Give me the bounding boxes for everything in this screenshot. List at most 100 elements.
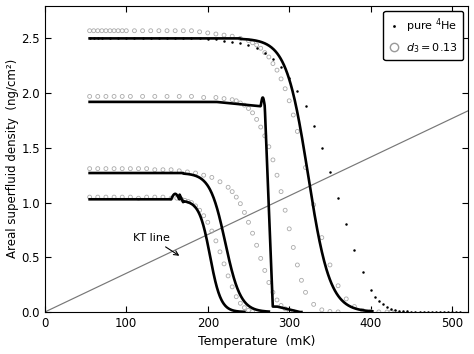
Point [139, 93, 146, 99]
Point [183, 169, 191, 175]
Point [173, 195, 181, 201]
Point [237, 40, 244, 46]
Point [277, 303, 285, 308]
Point [265, 54, 273, 60]
Point [448, 309, 456, 315]
Point [269, 290, 277, 295]
Point [326, 262, 334, 268]
Point [318, 145, 326, 151]
Point [228, 97, 236, 103]
Point [106, 28, 114, 34]
Point [163, 93, 171, 99]
Point [310, 123, 318, 129]
Point [412, 309, 419, 315]
Point [110, 194, 118, 200]
Point [135, 166, 142, 171]
Point [155, 28, 163, 34]
Point [232, 294, 240, 299]
Point [188, 200, 195, 205]
Point [122, 28, 130, 34]
Point [293, 129, 301, 134]
Point [118, 166, 126, 171]
Point [110, 93, 118, 99]
Point [400, 308, 407, 314]
Point [94, 93, 101, 99]
Point [371, 294, 379, 299]
Point [265, 280, 273, 285]
Point [212, 238, 219, 244]
Point [237, 201, 244, 206]
Point [326, 309, 334, 314]
Point [110, 28, 118, 34]
Point [180, 35, 187, 41]
Point [208, 228, 216, 234]
Point [432, 309, 440, 315]
Point [387, 309, 395, 315]
Point [261, 268, 269, 273]
Point [220, 261, 228, 267]
Point [395, 308, 403, 314]
Point [273, 67, 281, 73]
Point [334, 309, 342, 315]
Point [428, 309, 436, 315]
Point [127, 194, 134, 200]
Point [135, 195, 142, 201]
Point [159, 167, 167, 172]
Point [228, 284, 236, 290]
Point [302, 165, 310, 170]
Point [269, 56, 277, 62]
Point [293, 88, 301, 94]
Point [143, 194, 150, 200]
Point [94, 35, 101, 41]
Point [241, 102, 248, 108]
Point [318, 307, 326, 313]
Point [172, 28, 179, 34]
Point [293, 262, 301, 268]
Point [175, 93, 183, 99]
Point [175, 168, 183, 174]
Point [188, 35, 195, 41]
Point [172, 35, 179, 41]
Point [178, 196, 185, 202]
Point [290, 112, 297, 118]
Point [159, 194, 167, 200]
Point [118, 194, 126, 200]
Point [408, 309, 415, 315]
Point [253, 116, 260, 122]
Point [151, 167, 159, 172]
Point [359, 269, 366, 274]
Point [342, 222, 350, 227]
Point [277, 76, 285, 82]
Point [436, 309, 444, 315]
Point [245, 38, 252, 44]
Point [90, 28, 98, 34]
Point [375, 298, 383, 304]
Point [181, 198, 189, 203]
Point [180, 28, 187, 34]
Point [86, 166, 93, 171]
Point [86, 35, 93, 41]
Text: KT line: KT line [133, 233, 178, 255]
Point [151, 93, 159, 99]
Point [94, 166, 101, 171]
X-axis label: Temperature  (mK): Temperature (mK) [198, 336, 315, 348]
Point [253, 42, 260, 48]
Point [90, 35, 98, 41]
Point [212, 37, 219, 42]
Point [290, 245, 297, 250]
Point [351, 247, 358, 252]
Point [232, 98, 240, 104]
Point [122, 35, 130, 41]
Point [184, 199, 192, 204]
Point [94, 194, 101, 200]
Point [261, 50, 269, 56]
Point [102, 28, 109, 34]
Point [102, 194, 109, 200]
Point [155, 35, 163, 41]
Point [257, 45, 264, 51]
Point [285, 75, 293, 81]
Point [257, 124, 264, 130]
Point [245, 308, 252, 313]
Point [110, 166, 118, 171]
Point [249, 230, 256, 236]
